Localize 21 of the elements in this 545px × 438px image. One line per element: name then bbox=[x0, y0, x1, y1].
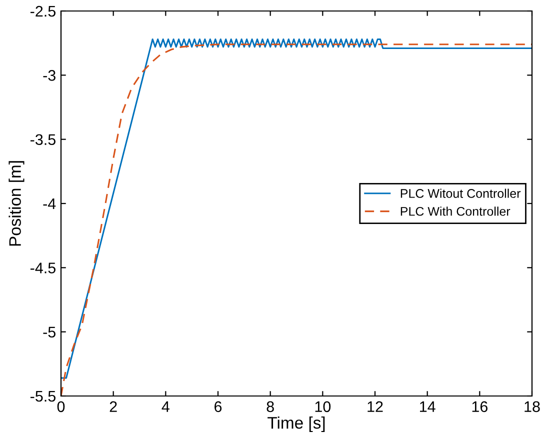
y-axis-title: Position [m] bbox=[8, 161, 24, 246]
x-tick-label: 12 bbox=[368, 401, 383, 412]
x-tick-label: 4 bbox=[162, 401, 170, 412]
y-tick-label: -2.5 bbox=[30, 6, 56, 17]
y-tick-label: -5.5 bbox=[30, 391, 56, 402]
x-tick-label: 10 bbox=[315, 401, 331, 412]
legend-label: PLC With Controller bbox=[400, 206, 510, 216]
legend-label: PLC Witout Controller bbox=[400, 188, 521, 198]
x-tick-label: 0 bbox=[57, 401, 65, 412]
x-tick-label: 8 bbox=[266, 401, 274, 412]
x-tick-label: 2 bbox=[110, 401, 117, 412]
x-tick-label: 14 bbox=[420, 401, 436, 412]
x-tick-label: 16 bbox=[472, 401, 488, 412]
x-tick-label: 18 bbox=[524, 401, 540, 412]
y-tick-label: -4.5 bbox=[30, 262, 56, 274]
y-tick-label: -3 bbox=[43, 70, 56, 81]
x-axis-title: Time [s] bbox=[268, 416, 325, 432]
y-tick-label: -4 bbox=[43, 198, 56, 210]
x-tick-label: 6 bbox=[214, 401, 222, 412]
y-tick-label: -5 bbox=[43, 326, 56, 338]
y-tick-label: -3.5 bbox=[30, 134, 56, 146]
